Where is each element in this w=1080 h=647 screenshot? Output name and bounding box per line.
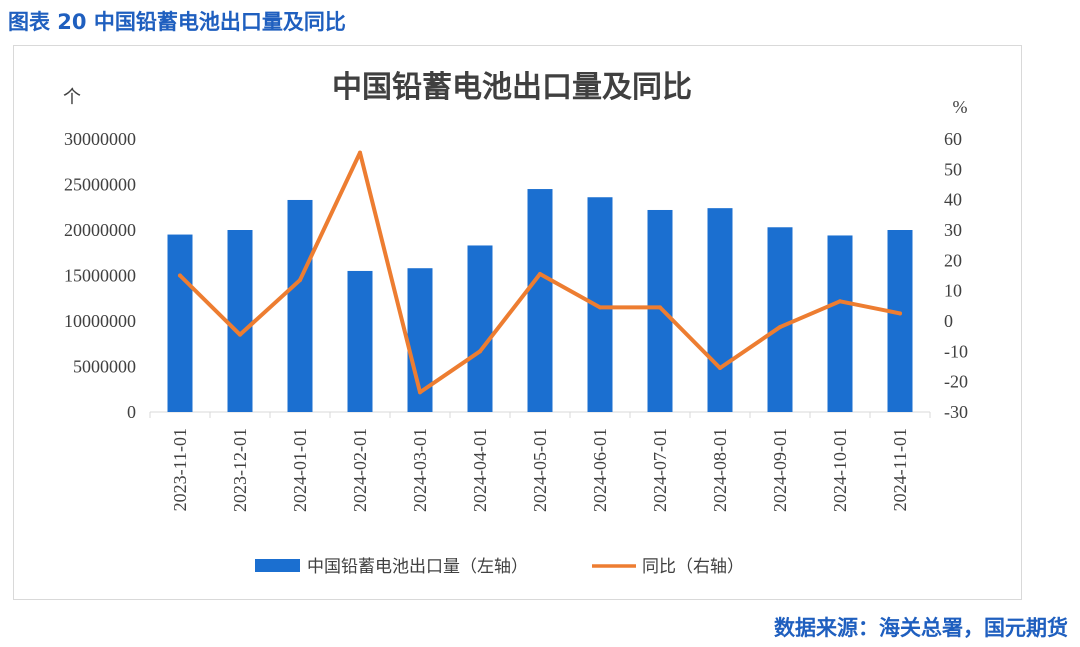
left-tick-label: 20000000 — [64, 220, 136, 240]
x-tick-label: 2024-03-01 — [410, 428, 430, 512]
legend-line-label: 同比（右轴） — [642, 557, 744, 577]
line-point — [238, 332, 242, 337]
line-point — [178, 273, 182, 278]
x-tick-label: 2024-07-01 — [650, 428, 670, 512]
left-axis-unit: 个 — [63, 87, 81, 108]
x-tick-label: 2024-05-01 — [530, 428, 550, 512]
bar-series — [167, 189, 913, 412]
line-point — [538, 271, 542, 276]
left-tick-label: 15000000 — [64, 266, 136, 286]
x-tick-label: 2024-08-01 — [710, 428, 730, 512]
bar — [707, 208, 733, 412]
left-tick-label: 10000000 — [64, 311, 136, 331]
legend-bar-swatch — [255, 559, 300, 572]
bar — [167, 234, 193, 412]
x-tick-label: 2024-02-01 — [350, 428, 370, 512]
bar — [347, 270, 373, 412]
legend-bar-label: 中国铅蓄电池出口量（左轴） — [307, 557, 528, 577]
right-tick-label: 40 — [944, 190, 962, 210]
line-point — [658, 305, 662, 310]
line-point — [718, 366, 722, 371]
right-tick-label: 0 — [944, 311, 953, 331]
x-tick-label: 2024-06-01 — [590, 428, 610, 512]
right-axis-unit: % — [953, 97, 968, 117]
right-tick-label: -30 — [944, 402, 968, 422]
right-tick-label: 50 — [944, 159, 962, 179]
bar — [827, 235, 853, 412]
left-tick-label: 25000000 — [64, 175, 136, 195]
right-tick-label: -10 — [944, 341, 968, 361]
x-axis-ticks: 2023-11-01 2023-12-01 2024-01-01 2024-02-01… — [149, 412, 931, 512]
x-tick-label: 2024-09-01 — [770, 428, 790, 512]
x-tick-label: 2024-11-01 — [890, 428, 910, 511]
line-point — [898, 311, 902, 316]
left-tick-label: 5000000 — [73, 357, 136, 377]
bar — [767, 227, 793, 412]
right-tick-label: 20 — [944, 250, 962, 270]
bar — [287, 199, 313, 412]
x-tick-label: 2024-04-01 — [470, 428, 490, 512]
bar — [647, 209, 673, 412]
legend: 中国铅蓄电池出口量（左轴） 同比（右轴） — [255, 557, 744, 577]
source-note: 数据来源：海关总署，国元期货 — [774, 616, 1068, 640]
line-point — [478, 349, 482, 354]
bar — [467, 245, 493, 412]
line-series — [178, 150, 902, 395]
x-tick-label: 2023-11-01 — [170, 428, 190, 511]
right-tick-label: 30 — [944, 220, 962, 240]
line-point — [778, 325, 782, 330]
bar — [887, 230, 913, 412]
x-tick-label: 2024-01-01 — [290, 428, 310, 512]
line-point — [418, 390, 422, 395]
line-point — [838, 299, 842, 304]
chart-title: 中国铅蓄电池出口量及同比 — [332, 70, 692, 105]
bar — [527, 189, 553, 412]
left-tick-label: 0 — [127, 402, 136, 422]
right-axis-ticks: 60 50 40 30 20 10 0 -10 -20 -30 — [944, 129, 968, 422]
line-point — [358, 150, 362, 155]
right-tick-label: 10 — [944, 281, 962, 301]
right-tick-label: 60 — [944, 129, 962, 149]
left-tick-label: 30000000 — [64, 129, 136, 149]
bar — [227, 230, 253, 412]
line-point — [598, 305, 602, 310]
right-tick-label: -20 — [944, 372, 968, 392]
line-point — [298, 278, 302, 283]
x-tick-label: 2023-12-01 — [230, 428, 250, 512]
x-tick-label: 2024-10-01 — [830, 428, 850, 512]
figure-caption: 图表 20 中国铅蓄电池出口量及同比 — [8, 10, 346, 34]
left-axis-ticks: 30000000 25000000 20000000 15000000 10000000… — [64, 129, 136, 422]
